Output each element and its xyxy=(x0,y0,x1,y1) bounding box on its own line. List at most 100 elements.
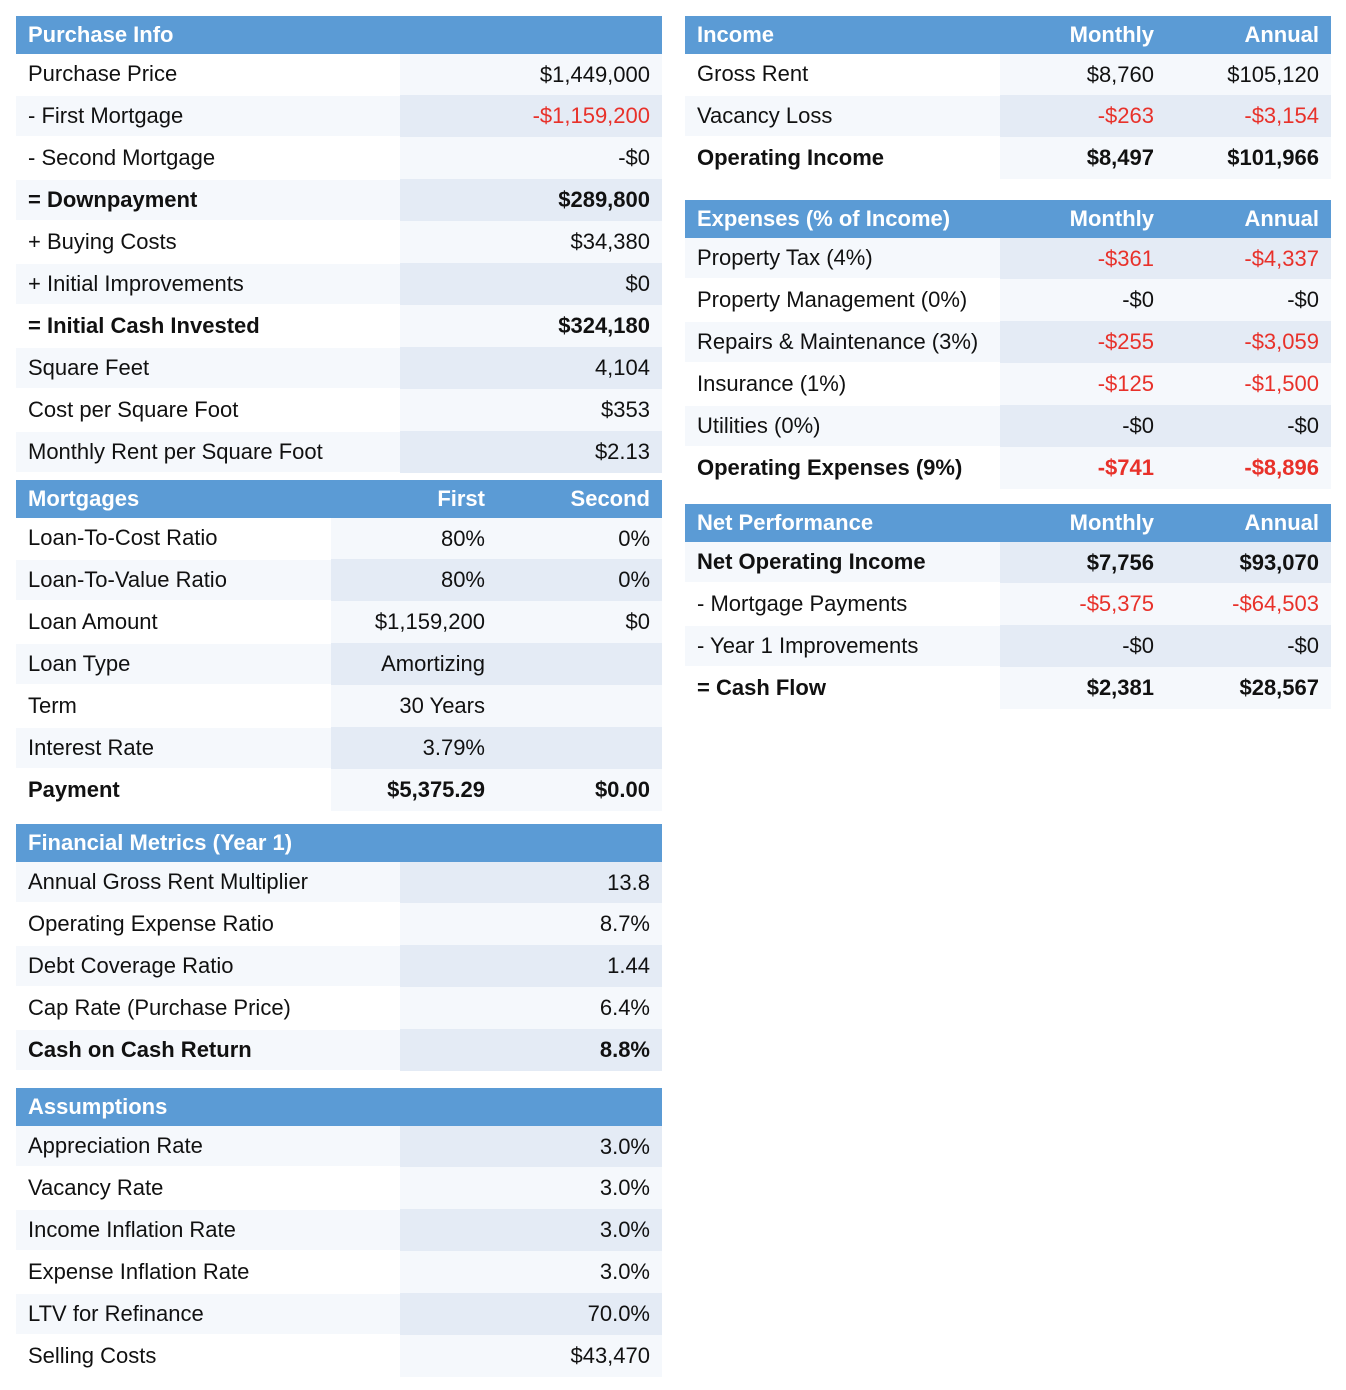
loan-amount-label: Loan Amount xyxy=(16,601,331,644)
term-first: 30 Years xyxy=(331,685,497,727)
ltv-first: 80% xyxy=(331,559,497,601)
selling-costs-label: Selling Costs xyxy=(16,1335,400,1378)
ltv-refinance-value: 70.0% xyxy=(400,1293,662,1335)
net-performance-title: Net Performance xyxy=(685,504,1000,542)
dcr-value: 1.44 xyxy=(400,945,662,987)
operating-income-monthly: $8,497 xyxy=(1000,137,1166,179)
mortgage-payments-monthly: -$5,375 xyxy=(1000,583,1166,625)
grm-label: Annual Gross Rent Multiplier xyxy=(16,862,400,904)
purchase-price-label: Purchase Price xyxy=(16,54,400,96)
income-inflation-label: Income Inflation Rate xyxy=(16,1209,400,1252)
ltv-second: 0% xyxy=(497,559,662,601)
mortgages-col-second: Second xyxy=(497,480,662,518)
operating-income-label: Operating Income xyxy=(685,137,1000,180)
mortgage-payments-label: - Mortgage Payments xyxy=(685,583,1000,626)
ltc-first: 80% xyxy=(331,518,497,559)
ltv-label: Loan-To-Value Ratio xyxy=(16,559,331,602)
gross-rent-annual: $105,120 xyxy=(1166,54,1331,95)
oer-label: Operating Expense Ratio xyxy=(16,903,400,946)
term-label: Term xyxy=(16,685,331,728)
first-mortgage-label: - First Mortgage xyxy=(16,95,400,138)
interest-rate-first: 3.79% xyxy=(331,727,497,769)
selling-costs-value: $43,470 xyxy=(400,1335,662,1377)
mortgages-table: Mortgages First Second Loan-To-Cost Rati… xyxy=(16,480,662,812)
cost-per-sqft-label: Cost per Square Foot xyxy=(16,389,400,432)
insurance-label: Insurance (1%) xyxy=(685,363,1000,406)
income-title: Income xyxy=(685,16,1000,54)
assumptions-title: Assumptions xyxy=(16,1088,662,1126)
assumptions-table: Assumptions Appreciation Rate 3.0% Vacanc… xyxy=(16,1088,662,1378)
utilities-annual: -$0 xyxy=(1166,405,1331,447)
operating-expenses-label: Operating Expenses (9%) xyxy=(685,447,1000,490)
interest-rate-label: Interest Rate xyxy=(16,727,331,770)
property-tax-monthly: -$361 xyxy=(1000,238,1166,279)
net-performance-panel: Net Performance Monthly Annual Net Opera… xyxy=(685,504,1331,710)
expense-inflation-value: 3.0% xyxy=(400,1251,662,1293)
income-table: Income Monthly Annual Gross Rent $8,760 $1… xyxy=(685,16,1331,180)
vacancy-loss-annual: -$3,154 xyxy=(1166,95,1331,137)
loan-amount-second: $0 xyxy=(497,601,662,643)
repairs-annual: -$3,059 xyxy=(1166,321,1331,363)
downpayment-value: $289,800 xyxy=(400,179,662,221)
cap-rate-value: 6.4% xyxy=(400,987,662,1029)
purchase-price-value: $1,449,000 xyxy=(400,54,662,95)
property-management-monthly: -$0 xyxy=(1000,279,1166,321)
noi-monthly: $7,756 xyxy=(1000,542,1166,583)
assumptions-panel: Assumptions Appreciation Rate 3.0% Vacanc… xyxy=(16,1088,662,1378)
payment-second: $0.00 xyxy=(497,769,662,811)
square-feet-value: 4,104 xyxy=(400,347,662,389)
cash-flow-monthly: $2,381 xyxy=(1000,667,1166,709)
second-mortgage-value: -$0 xyxy=(400,137,662,179)
operating-expenses-annual: -$8,896 xyxy=(1166,447,1331,489)
mortgage-payments-annual: -$64,503 xyxy=(1166,583,1331,625)
expenses-panel: Expenses (% of Income) Monthly Annual Pr… xyxy=(685,200,1331,490)
mortgages-panel: Mortgages First Second Loan-To-Cost Rati… xyxy=(16,480,662,812)
repairs-monthly: -$255 xyxy=(1000,321,1166,363)
property-tax-annual: -$4,337 xyxy=(1166,238,1331,279)
square-feet-label: Square Feet xyxy=(16,347,400,390)
net-col-annual: Annual xyxy=(1166,504,1331,542)
noi-annual: $93,070 xyxy=(1166,542,1331,583)
operating-expenses-monthly: -$741 xyxy=(1000,447,1166,489)
insurance-monthly: -$125 xyxy=(1000,363,1166,405)
financial-metrics-title: Financial Metrics (Year 1) xyxy=(16,824,662,862)
property-management-annual: -$0 xyxy=(1166,279,1331,321)
property-management-label: Property Management (0%) xyxy=(685,279,1000,322)
grm-value: 13.8 xyxy=(400,862,662,903)
coc-value: 8.8% xyxy=(400,1029,662,1071)
gross-rent-monthly: $8,760 xyxy=(1000,54,1166,95)
income-inflation-value: 3.0% xyxy=(400,1209,662,1251)
expenses-table: Expenses (% of Income) Monthly Annual Pr… xyxy=(685,200,1331,490)
income-col-monthly: Monthly xyxy=(1000,16,1166,54)
first-mortgage-value: -$1,159,200 xyxy=(400,95,662,137)
buying-costs-label: + Buying Costs xyxy=(16,221,400,264)
property-tax-label: Property Tax (4%) xyxy=(685,238,1000,280)
income-col-annual: Annual xyxy=(1166,16,1331,54)
expenses-col-monthly: Monthly xyxy=(1000,200,1166,238)
loan-type-first: Amortizing xyxy=(331,643,497,685)
purchase-info-table: Purchase Info Purchase Price $1,449,000 -… xyxy=(16,16,662,474)
coc-label: Cash on Cash Return xyxy=(16,1029,400,1072)
loan-type-label: Loan Type xyxy=(16,643,331,686)
insurance-annual: -$1,500 xyxy=(1166,363,1331,405)
initial-improvements-label: + Initial Improvements xyxy=(16,263,400,306)
financial-metrics-panel: Financial Metrics (Year 1) Annual Gross … xyxy=(16,824,662,1072)
noi-label: Net Operating Income xyxy=(685,542,1000,584)
term-second xyxy=(497,685,662,727)
operating-income-annual: $101,966 xyxy=(1166,137,1331,179)
vacancy-rate-label: Vacancy Rate xyxy=(16,1167,400,1210)
repairs-label: Repairs & Maintenance (3%) xyxy=(685,321,1000,364)
ltc-label: Loan-To-Cost Ratio xyxy=(16,518,331,560)
year1-improvements-annual: -$0 xyxy=(1166,625,1331,667)
second-mortgage-label: - Second Mortgage xyxy=(16,137,400,180)
expenses-title: Expenses (% of Income) xyxy=(685,200,1000,238)
ltc-second: 0% xyxy=(497,518,662,559)
expenses-col-annual: Annual xyxy=(1166,200,1331,238)
vacancy-rate-value: 3.0% xyxy=(400,1167,662,1209)
appreciation-value: 3.0% xyxy=(400,1126,662,1167)
mortgages-title: Mortgages xyxy=(16,480,331,518)
rent-per-sqft-value: $2.13 xyxy=(400,431,662,473)
payment-label: Payment xyxy=(16,769,331,812)
utilities-monthly: -$0 xyxy=(1000,405,1166,447)
initial-cash-invested-label: = Initial Cash Invested xyxy=(16,305,400,348)
